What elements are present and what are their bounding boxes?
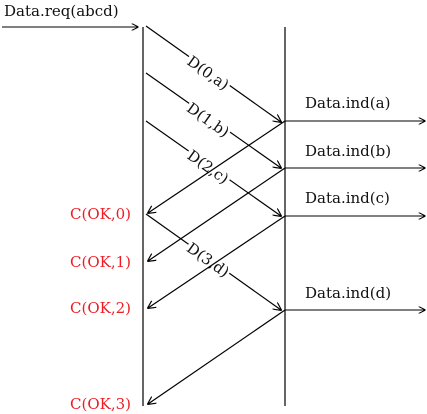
indication-label: Data.ind(d) [305, 284, 391, 302]
data-message-label-bg [182, 51, 234, 95]
data-message-0: D(0,a) [145, 25, 281, 122]
data-message-label-bg [182, 238, 234, 282]
ack-label: C(OK,2) [70, 299, 131, 317]
data-message-label: D(0,a) [184, 52, 233, 94]
ack-arrow-2 [148, 215, 286, 308]
indication-1: Data.ind(b) [285, 142, 425, 168]
ack-arrow-1 [148, 167, 286, 261]
indication-label: Data.ind(a) [305, 94, 390, 112]
ack-arrow-0 [148, 120, 286, 213]
indication-label: Data.ind(c) [305, 189, 390, 207]
data-message-label: D(1,b) [183, 99, 232, 141]
indication-2: Data.ind(c) [285, 189, 425, 216]
data-message-label-bg [182, 98, 234, 142]
data-message-label: D(2,c) [184, 146, 232, 188]
indication-3: Data.ind(d) [285, 284, 425, 310]
indication-label: Data.ind(b) [305, 142, 391, 160]
indication-0: Data.ind(a) [285, 94, 425, 121]
ack-label: C(OK,1) [70, 253, 131, 271]
ack-arrow-3 [148, 309, 286, 404]
data-message-label-bg [182, 145, 234, 189]
request-label: Data.req(abcd) [4, 2, 119, 20]
data-message-label: D(3,d) [183, 239, 232, 281]
ack-label: C(OK,3) [70, 395, 131, 413]
ack-label: C(OK,0) [70, 205, 131, 223]
